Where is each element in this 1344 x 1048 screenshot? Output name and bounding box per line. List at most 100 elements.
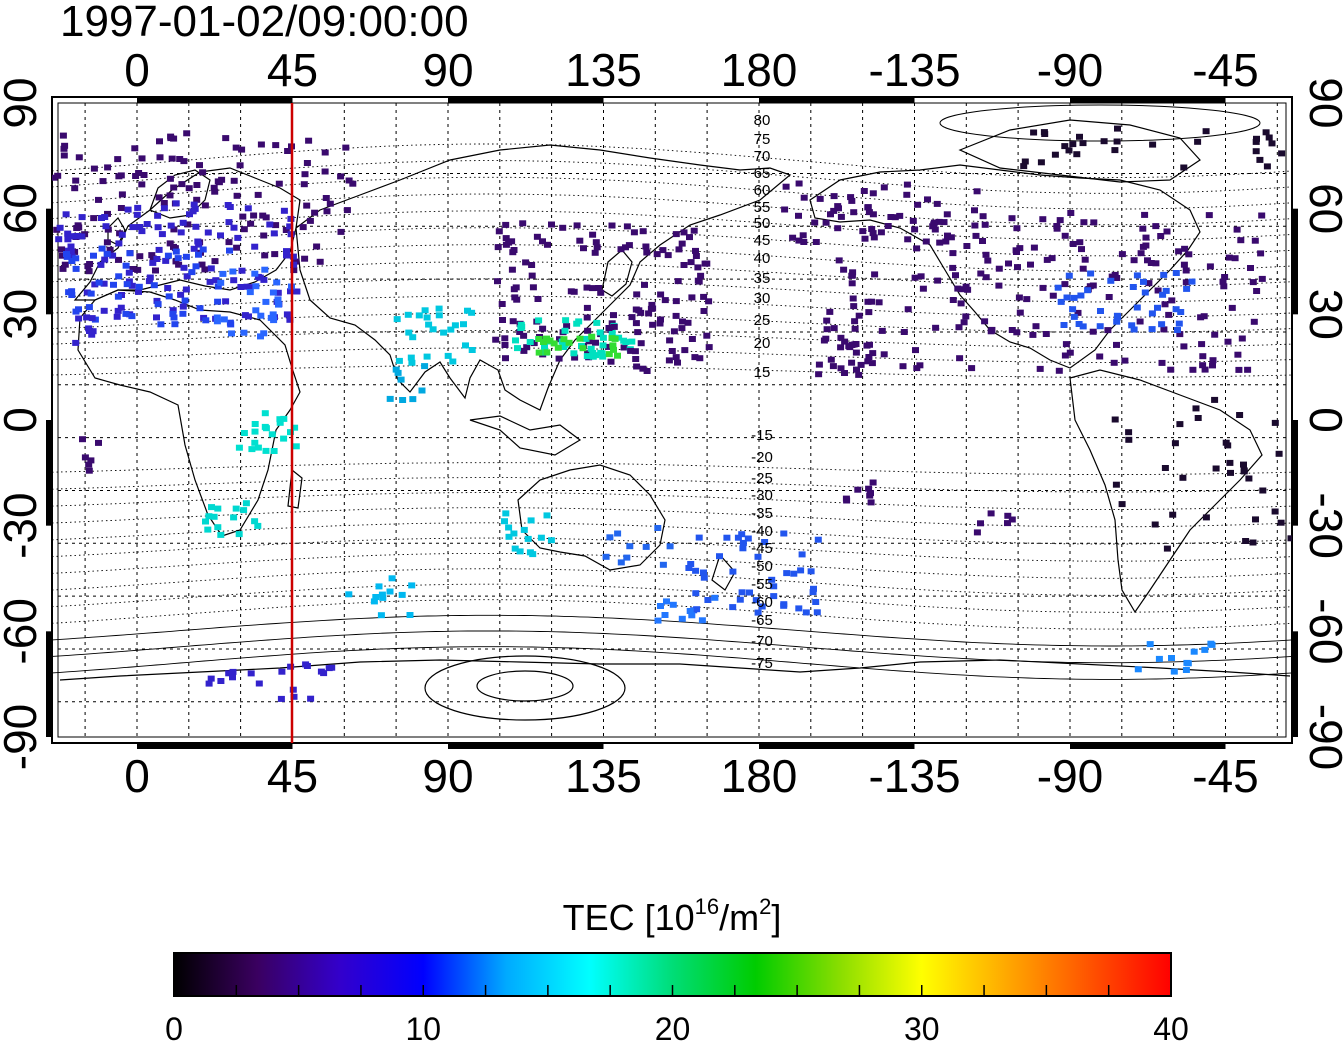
- tec-cell: [1113, 312, 1121, 319]
- tec-cell: [738, 589, 746, 596]
- tec-cell: [122, 262, 130, 269]
- tec-cell: [1189, 366, 1197, 373]
- tec-cell: [100, 307, 108, 314]
- tec-cell: [675, 246, 683, 253]
- tec-cell: [1226, 459, 1234, 466]
- tec-cell: [570, 350, 578, 357]
- tec-cell: [257, 312, 265, 319]
- map-panel: [46, 96, 1298, 749]
- tec-cell: [1152, 260, 1160, 267]
- tec-cell: [406, 612, 414, 618]
- left-tick-bar: [46, 420, 52, 526]
- tec-cell: [196, 162, 203, 169]
- coastline-australia: [517, 464, 666, 571]
- tec-cell: [984, 257, 992, 264]
- tec-cell: [940, 219, 948, 226]
- tec-cell: [672, 231, 680, 238]
- tec-cell: [1207, 640, 1215, 647]
- tec-cell: [841, 338, 849, 345]
- tec-cell: [705, 298, 713, 305]
- tec-cell: [252, 283, 260, 290]
- tec-cell: [311, 209, 319, 216]
- tec-cell: [1211, 331, 1219, 338]
- tec-cell: [1055, 367, 1063, 374]
- tec-cell: [1181, 245, 1189, 252]
- timestamp-title: 1997-01-02/09:00:00: [60, 0, 469, 46]
- tec-cell: [1265, 134, 1273, 141]
- tec-cell: [864, 204, 872, 211]
- tec-cell: [189, 208, 197, 215]
- tec-cell: [501, 518, 508, 525]
- tec-cell: [103, 239, 111, 246]
- tec-cell: [449, 358, 457, 365]
- tec-cell: [869, 350, 877, 357]
- tec-cell: [247, 220, 255, 227]
- tec-cell: [233, 192, 241, 199]
- tec-cell: [854, 486, 862, 493]
- tec-cell: [299, 224, 307, 231]
- tec-cell: [1114, 125, 1121, 132]
- tec-cell: [1233, 226, 1241, 233]
- tec-cell: [277, 695, 285, 702]
- tec-cell: [592, 239, 600, 246]
- tec-cell: [734, 534, 742, 541]
- tec-cell: [850, 303, 858, 310]
- tec-cell: [850, 209, 858, 216]
- left-lat-tick-label: -90: [0, 704, 46, 770]
- tec-cell: [171, 321, 179, 328]
- tec-cell: [1146, 641, 1154, 648]
- tec-cell: [526, 549, 534, 556]
- tec-cell: [78, 214, 86, 221]
- tec-cell: [494, 244, 502, 251]
- tec-cell: [244, 205, 252, 212]
- tec-cell: [225, 219, 233, 226]
- tec-cell: [214, 505, 222, 512]
- top-lon-tick-label: -90: [1037, 44, 1103, 96]
- tec-cell: [283, 311, 291, 318]
- tec-cell: [72, 339, 80, 346]
- tec-cell: [1250, 318, 1258, 325]
- top-lon-tick-label: 180: [721, 44, 798, 96]
- tec-cell: [962, 313, 970, 320]
- tec-cell: [1066, 349, 1074, 356]
- top-longitude-axis: 0 45 90 135 180 -135 -90 -45: [124, 44, 1259, 96]
- tec-cell: [866, 341, 873, 348]
- tec-cell: [228, 330, 235, 337]
- tec-cell: [153, 297, 161, 304]
- tec-cell: [1130, 257, 1138, 264]
- contour-label: 60: [754, 182, 771, 199]
- tec-cell: [982, 251, 990, 258]
- tec-cell: [672, 298, 680, 305]
- tec-cell: [1163, 228, 1171, 235]
- tec-cell: [99, 178, 107, 185]
- tec-cell: [251, 243, 259, 250]
- tec-cell: [462, 342, 469, 349]
- tec-cell: [622, 244, 629, 251]
- contour-label: -60: [751, 594, 773, 611]
- tec-cell: [922, 238, 930, 245]
- tec-cell: [912, 347, 919, 354]
- tec-cell: [610, 323, 618, 330]
- tec-cell: [711, 594, 719, 601]
- tec-cell: [62, 211, 70, 218]
- tec-cell: [512, 337, 519, 344]
- tec-cell: [565, 339, 573, 346]
- tec-cell: [1079, 140, 1087, 147]
- tec-cell: [606, 534, 614, 541]
- tec-cell: [188, 269, 196, 276]
- tec-cell: [88, 315, 96, 322]
- tec-cell: [270, 448, 278, 454]
- tec-cell: [799, 232, 807, 239]
- tec-cell: [292, 443, 300, 450]
- tec-cell: [648, 301, 656, 308]
- tec-cell: [289, 253, 297, 260]
- tec-cell: [827, 356, 835, 363]
- tec-cell: [229, 668, 237, 675]
- tec-cell: [693, 606, 701, 613]
- tec-cell: [222, 135, 230, 142]
- contour-label: 20: [754, 335, 771, 352]
- tec-cell: [114, 293, 122, 300]
- tec-cell: [1130, 326, 1138, 333]
- tec-cell: [867, 499, 875, 506]
- tec-cell: [595, 285, 603, 291]
